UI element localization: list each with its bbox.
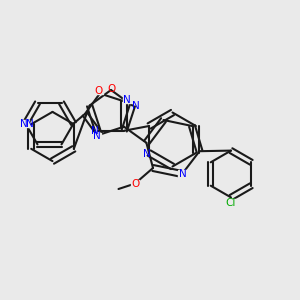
Bar bbox=[123, 97, 131, 103]
Text: N: N bbox=[132, 100, 140, 110]
Text: Cl: Cl bbox=[226, 198, 236, 208]
Bar bbox=[93, 133, 100, 139]
Text: N: N bbox=[179, 169, 187, 179]
Text: O: O bbox=[94, 86, 103, 96]
Bar bbox=[224, 199, 238, 208]
Bar bbox=[131, 180, 139, 187]
Bar bbox=[178, 170, 187, 178]
Bar bbox=[20, 120, 28, 127]
Text: N: N bbox=[20, 118, 28, 129]
Text: O: O bbox=[107, 83, 115, 94]
Text: N: N bbox=[93, 131, 101, 141]
Bar bbox=[94, 88, 103, 94]
Text: N: N bbox=[123, 95, 131, 105]
Text: N: N bbox=[26, 119, 34, 129]
Text: O: O bbox=[131, 178, 139, 189]
Text: N: N bbox=[91, 126, 99, 136]
Text: N: N bbox=[143, 149, 151, 159]
